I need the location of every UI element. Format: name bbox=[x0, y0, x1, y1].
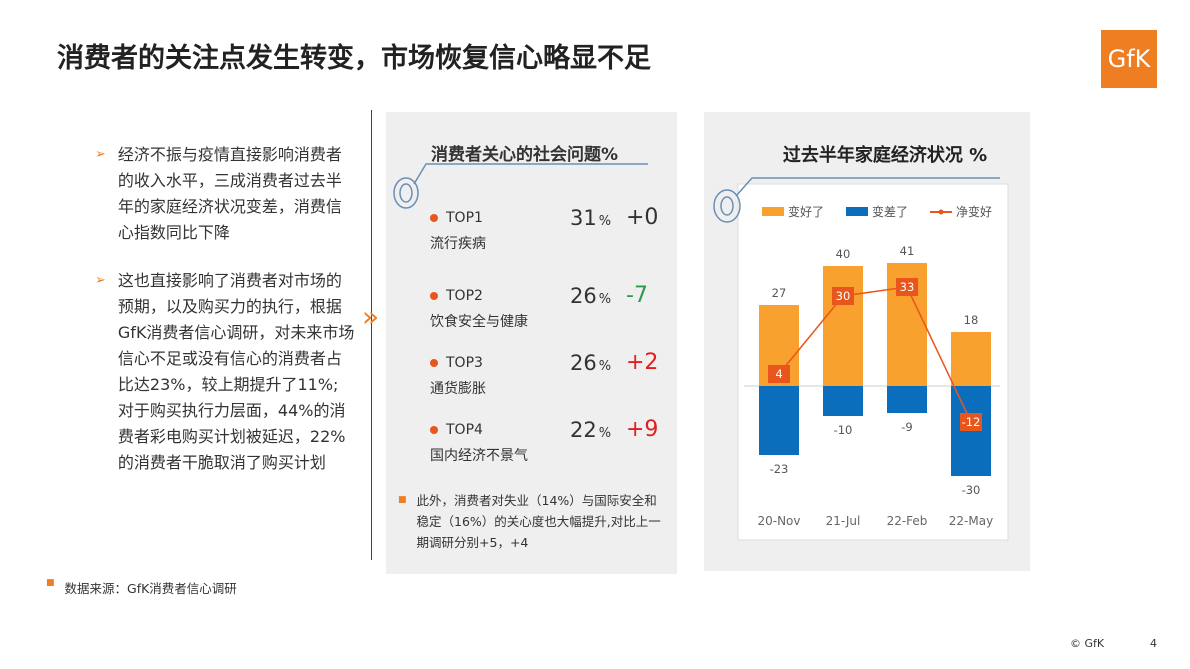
dot bbox=[430, 214, 438, 222]
share-unit: % bbox=[598, 214, 612, 229]
data-label: -10 bbox=[834, 423, 853, 437]
bullet-mark: ■ bbox=[398, 495, 407, 505]
bar bbox=[823, 266, 863, 386]
source-text: 数据来源：GfK消费者信心调研 bbox=[64, 581, 237, 596]
bar bbox=[887, 386, 927, 413]
issue-name: 流行疾病 bbox=[430, 236, 486, 252]
source: ■ 数据来源：GfK消费者信心调研 bbox=[46, 578, 237, 597]
bullet-text: 这也直接影响了消费者对市场的预期，以及购买力的执行，根据GfK消费者信心调研，对… bbox=[117, 271, 355, 472]
line bbox=[778, 286, 972, 423]
panel-title: 消费者关心的社会问题% bbox=[431, 145, 619, 165]
rank: TOP3 bbox=[446, 355, 483, 371]
legend-swatch bbox=[846, 207, 868, 216]
note: ■ 此外，消费者对失业（14%）与国际安全和稳定（16%）的关心度也大幅提升,对… bbox=[398, 490, 668, 553]
share-unit: % bbox=[598, 359, 612, 374]
page-number: 4 bbox=[1150, 637, 1157, 650]
x-tick-label: 22-Feb bbox=[887, 514, 928, 528]
change: +0 bbox=[626, 205, 659, 230]
share-value: 26 bbox=[570, 351, 597, 375]
legend-label: 净变好 bbox=[956, 204, 992, 219]
legend-swatch bbox=[938, 209, 944, 215]
data-label: 40 bbox=[836, 247, 851, 261]
share-unit: % bbox=[598, 426, 612, 441]
data-label: -9 bbox=[901, 420, 912, 434]
label-box bbox=[896, 278, 918, 296]
data-label: 33 bbox=[900, 280, 915, 294]
legend-label: 变差了 bbox=[872, 204, 908, 219]
copyright: © GfK bbox=[1070, 637, 1105, 650]
share: 26% bbox=[570, 351, 611, 375]
share-value: 26 bbox=[570, 284, 597, 308]
chart-title: 过去半年家庭经济状况 % bbox=[783, 144, 987, 166]
share-value: 31 bbox=[570, 206, 597, 230]
bullet-text: 经济不振与疫情直接影响消费者的收入水平，三成消费者过去半年的家庭经济状况变差，消… bbox=[117, 145, 342, 242]
decor bbox=[720, 196, 734, 216]
bullet: ➢ 这也直接影响了消费者对市场的预期，以及购买力的执行，根据GfK消费者信心调研，… bbox=[95, 268, 357, 476]
data-label: -23 bbox=[770, 462, 789, 476]
change: +9 bbox=[626, 417, 659, 442]
decor bbox=[735, 177, 1000, 197]
x-tick-label: 21-Jul bbox=[826, 514, 861, 528]
dot bbox=[430, 426, 438, 434]
label-box bbox=[768, 365, 790, 383]
issue-name: 国内经济不景气 bbox=[430, 448, 528, 464]
x-tick-label: 22-May bbox=[949, 514, 993, 528]
dot bbox=[430, 292, 438, 300]
bullet-list: ➢ 经济不振与疫情直接影响消费者的收入水平，三成消费者过去半年的家庭经济状况变差，… bbox=[95, 142, 357, 498]
label-box bbox=[832, 287, 854, 305]
share: 22% bbox=[570, 418, 611, 442]
decor bbox=[713, 189, 741, 223]
divider bbox=[371, 110, 372, 560]
logo: GfK bbox=[1101, 30, 1157, 88]
rank: TOP2 bbox=[446, 288, 483, 304]
share-value: 22 bbox=[570, 418, 597, 442]
data-label: 27 bbox=[772, 286, 787, 300]
data-label: 18 bbox=[964, 313, 979, 327]
change: -7 bbox=[626, 283, 648, 308]
chevron: » bbox=[362, 300, 380, 333]
data-label: -12 bbox=[962, 415, 981, 429]
share: 26% bbox=[570, 284, 611, 308]
data-label: -30 bbox=[962, 483, 981, 497]
label-box bbox=[960, 413, 982, 431]
rank: TOP1 bbox=[446, 210, 483, 226]
bar bbox=[823, 386, 863, 416]
change: +2 bbox=[626, 350, 659, 375]
bullet: ➢ 经济不振与疫情直接影响消费者的收入水平，三成消费者过去半年的家庭经济状况变差，… bbox=[95, 142, 357, 246]
dot bbox=[430, 359, 438, 367]
issue-name: 通货膨胀 bbox=[430, 381, 486, 397]
bar bbox=[759, 386, 799, 455]
bullet-mark: ➢ bbox=[95, 147, 106, 162]
note-text: 此外，消费者对失业（14%）与国际安全和稳定（16%）的关心度也大幅提升,对比上… bbox=[416, 493, 661, 550]
bullet-mark: ➢ bbox=[95, 273, 106, 288]
bar bbox=[951, 332, 991, 386]
data-label: 41 bbox=[900, 244, 915, 258]
legend-swatch bbox=[762, 207, 784, 216]
data-label: 30 bbox=[836, 289, 851, 303]
share-unit: % bbox=[598, 292, 612, 307]
slide-title: 消费者的关注点发生转变，市场恢复信心略显不足 bbox=[57, 43, 651, 74]
x-tick-label: 20-Nov bbox=[757, 514, 800, 528]
bullet-mark: ■ bbox=[46, 578, 55, 588]
data-label: 4 bbox=[775, 367, 782, 381]
legend-label: 变好了 bbox=[788, 204, 824, 219]
share: 31% bbox=[570, 206, 611, 230]
issue-name: 饮食安全与健康 bbox=[430, 314, 528, 330]
rank: TOP4 bbox=[446, 422, 483, 438]
concerns-panel: 消费者关心的社会问题% ■ 此外，消费者对失业（14%）与国际安全和稳定（16%… bbox=[386, 112, 677, 574]
decor bbox=[393, 163, 648, 209]
